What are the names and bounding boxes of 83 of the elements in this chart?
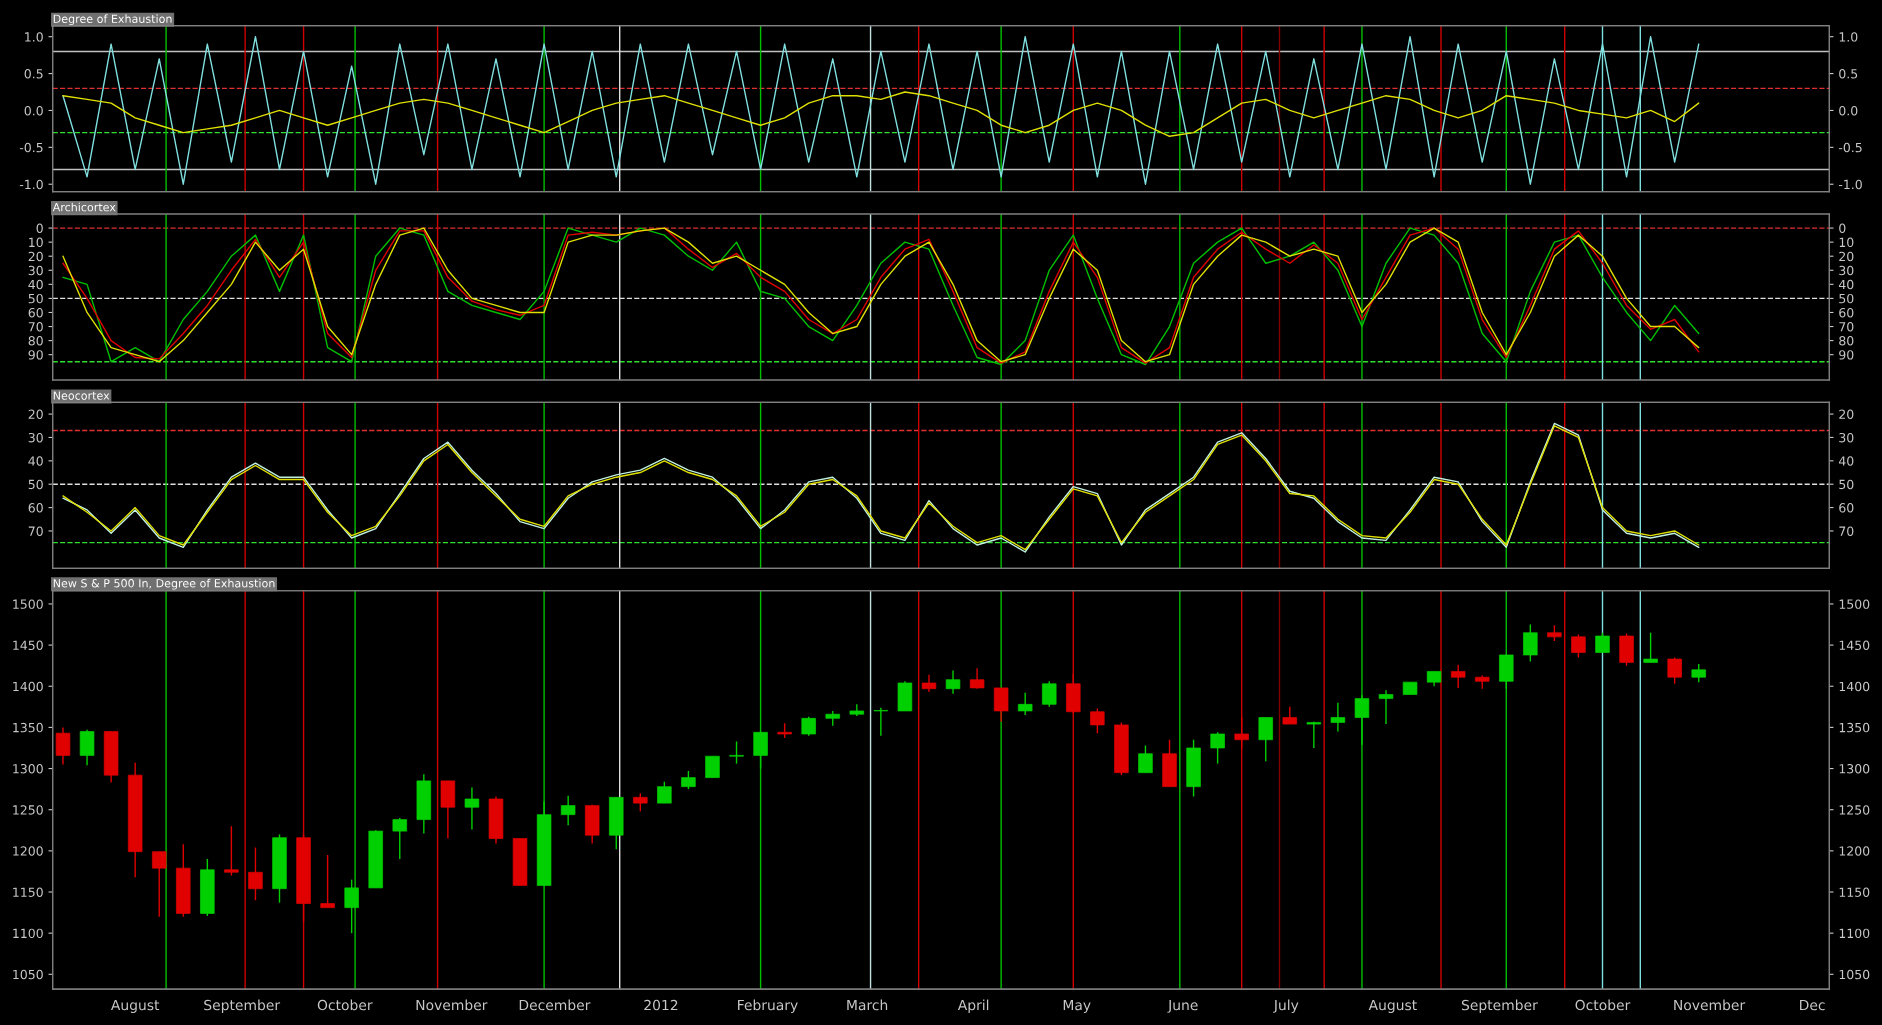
y2-tick-label: 30 xyxy=(1839,432,1854,443)
y-tick-label: 20 xyxy=(28,251,43,262)
y2-tick-label: 1350 xyxy=(1839,722,1870,733)
x-tick-label: May xyxy=(1063,999,1091,1013)
y-tick-label: 60 xyxy=(28,503,43,513)
y2-tick-label: 1500 xyxy=(1839,599,1870,609)
chart-title: New S & P 500 In, Degree of Exhaustion xyxy=(53,578,275,590)
y2-tick-label: 40 xyxy=(1838,456,1854,466)
x-tick-label: October xyxy=(317,999,373,1011)
y2-tick-label: 0 xyxy=(1839,223,1846,233)
y-tick-label: 70 xyxy=(28,526,43,536)
y-tick-label: 40 xyxy=(28,279,43,290)
y2-tick-label: -1.0 xyxy=(1838,179,1862,190)
y2-tick-label: 1300 xyxy=(1839,764,1870,774)
y2-tick-label: 90 xyxy=(1839,350,1854,360)
y-tick-label: 1500 xyxy=(13,599,43,609)
y-tick-label: 1250 xyxy=(13,805,43,815)
y-tick-label: 1350 xyxy=(13,722,43,733)
y2-tick-label: 1450 xyxy=(1839,640,1870,651)
y2-tick-label: 1400 xyxy=(1839,681,1870,692)
x-tick-label: Dec xyxy=(1800,999,1825,1011)
x-tick-label: July xyxy=(1273,999,1299,1013)
y2-tick-label: 40 xyxy=(1838,279,1854,290)
y-tick-label: 0.0 xyxy=(24,105,43,116)
chart-title: Degree of Exhaustion xyxy=(53,14,172,26)
y2-tick-label: 20 xyxy=(1839,409,1854,420)
x-tick-label: September xyxy=(204,999,281,1013)
x-tick-label: November xyxy=(1674,999,1746,1011)
y2-tick-label: 50 xyxy=(1839,479,1854,490)
y-tick-label: 1300 xyxy=(13,764,43,774)
y2-tick-label: 0.5 xyxy=(1839,69,1858,79)
y-tick-label: 80 xyxy=(28,336,43,346)
y2-tick-label: 1150 xyxy=(1839,887,1870,897)
y-tick-label: 1400 xyxy=(13,681,43,692)
y2-tick-label: 80 xyxy=(1839,336,1854,346)
y-tick-label: 1.0 xyxy=(25,32,43,42)
x-tick-label: April xyxy=(957,999,989,1013)
y2-tick-label: 60 xyxy=(1839,503,1854,513)
y-tick-label: 1100 xyxy=(13,928,43,939)
y-tick-label: 1200 xyxy=(13,846,43,856)
x-tick-label: June xyxy=(1167,999,1198,1013)
y2-tick-label: -0.5 xyxy=(1838,142,1862,153)
x-tick-label: November xyxy=(416,999,488,1011)
y2-tick-label: 1.0 xyxy=(1839,32,1858,42)
y2-tick-label: 1200 xyxy=(1839,846,1870,856)
y2-tick-label: 1050 xyxy=(1839,969,1870,980)
y2-tick-label: 10 xyxy=(1839,237,1854,248)
y-tick-label: 60 xyxy=(28,307,43,318)
y2-tick-label: 0.0 xyxy=(1839,105,1858,116)
y2-tick-label: 60 xyxy=(1839,307,1854,318)
x-tick-label: September xyxy=(1461,999,1538,1013)
y-tick-label: 20 xyxy=(28,409,43,420)
x-tick-label: October xyxy=(1575,999,1631,1011)
y-tick-label: 90 xyxy=(28,350,43,360)
y-tick-label: 1150 xyxy=(13,887,43,897)
y-tick-label: 50 xyxy=(28,293,43,304)
y-tick-label: 1050 xyxy=(13,969,43,980)
y-tick-label: 1450 xyxy=(13,640,43,651)
y2-tick-label: 70 xyxy=(1839,526,1854,536)
y-tick-label: 30 xyxy=(28,265,43,276)
y2-tick-label: 20 xyxy=(1839,251,1854,262)
y-tick-label: 30 xyxy=(28,432,43,443)
y-tick-label: 10 xyxy=(29,237,43,248)
y-tick-label: 70 xyxy=(28,322,43,332)
y2-tick-label: 1250 xyxy=(1839,805,1870,815)
y2-tick-label: 50 xyxy=(1839,293,1854,304)
x-tick-label: 2012 xyxy=(644,999,678,1011)
y2-tick-label: 1100 xyxy=(1839,928,1870,939)
y-tick-label: 50 xyxy=(28,479,43,490)
x-tick-label: August xyxy=(1368,999,1417,1013)
y-tick-label: 40 xyxy=(28,456,43,466)
x-tick-label: December xyxy=(519,999,591,1011)
y-tick-label: -1.0 xyxy=(19,179,43,190)
y-tick-label: 0 xyxy=(36,223,43,233)
x-tick-label: August xyxy=(110,999,160,1013)
x-tick-label: March xyxy=(847,999,888,1011)
x-tick-label: February xyxy=(738,999,798,1013)
y2-tick-label: 70 xyxy=(1839,322,1854,332)
chart-title: Archicortex xyxy=(52,202,116,212)
y2-tick-label: 30 xyxy=(1839,265,1854,276)
y-tick-label: -0.5 xyxy=(19,142,43,153)
y-tick-label: 0.5 xyxy=(24,69,43,79)
chart-title: Neocortex xyxy=(53,391,110,400)
